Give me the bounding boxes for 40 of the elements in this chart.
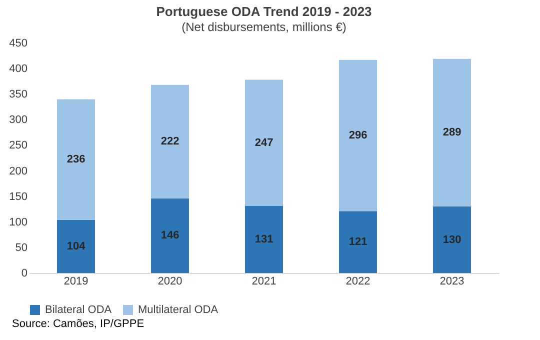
y-tick-label: 250: [9, 140, 28, 152]
chart-subtitle: (Net disbursements, millions €): [182, 20, 346, 34]
legend-label: Bilateral ODA: [45, 304, 112, 316]
y-tick-label: 150: [9, 190, 28, 203]
data-label: 146: [160, 230, 180, 242]
y-tick-label: 350: [9, 88, 28, 101]
data-label: 236: [66, 154, 86, 166]
chart-title: Portuguese ODA Trend 2019 - 2023: [156, 4, 372, 19]
data-label: 121: [348, 236, 368, 248]
bar: [57, 99, 95, 220]
y-tick-label: 100: [9, 216, 28, 228]
x-tick-label: 2019: [64, 276, 88, 288]
y-tick-label: 50: [15, 242, 28, 254]
data-label: 130: [442, 234, 462, 246]
x-tick-label: 2023: [440, 276, 464, 288]
x-tick-label: 2021: [252, 276, 276, 288]
x-tick-label: 2020: [158, 276, 182, 288]
bar: [433, 58, 471, 207]
x-tick-label: 2022: [346, 276, 370, 288]
bar: [433, 206, 471, 273]
y-tick-label: 0: [21, 268, 28, 280]
bar: [57, 220, 95, 273]
data-label: 131: [254, 234, 274, 246]
data-label: 296: [348, 130, 368, 142]
data-label: 289: [442, 126, 462, 139]
legend-label: Multilateral ODA: [138, 304, 219, 316]
y-tick-label: 200: [9, 165, 28, 178]
data-label: 247: [254, 136, 274, 149]
bar: [339, 60, 377, 212]
bar: [151, 198, 189, 273]
bar: [245, 206, 283, 273]
data-label: 222: [160, 136, 180, 148]
y-tick-label: 450: [9, 38, 28, 50]
y-tick-label: 400: [9, 63, 28, 76]
bar: [151, 84, 189, 198]
bar: [245, 80, 283, 206]
data-label: 104: [66, 240, 86, 252]
bar: [339, 211, 377, 273]
source-note: Source: Camões, IP/GPPE: [12, 318, 144, 330]
y-tick-label: 300: [9, 114, 28, 126]
